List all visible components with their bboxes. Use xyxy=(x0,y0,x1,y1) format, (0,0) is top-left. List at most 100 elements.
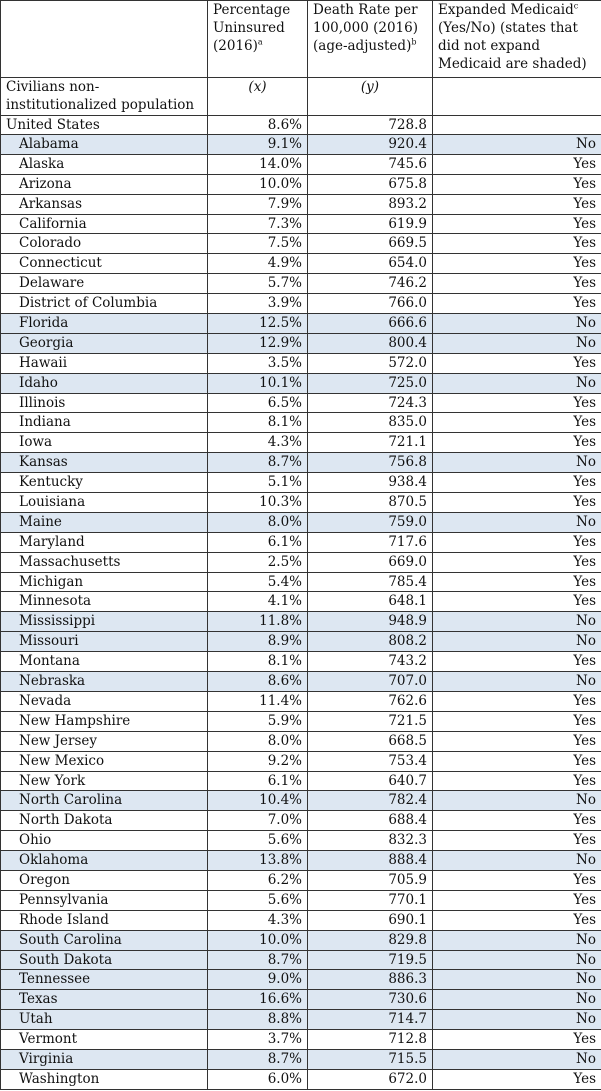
expanded-value: Yes xyxy=(432,153,601,175)
expanded-value: No xyxy=(432,969,601,991)
expanded-value: Yes xyxy=(432,233,601,255)
table-row: Texas 16.6% 730.6 No xyxy=(0,989,601,1011)
table-row: Arkansas 7.9% 893.2 Yes xyxy=(0,193,601,215)
uninsured-value: 4.1% xyxy=(207,591,308,613)
death-rate-value: 870.5 xyxy=(307,492,433,513)
uninsured-value: 4.9% xyxy=(207,253,308,275)
death-rate-value: 782.4 xyxy=(307,790,433,812)
death-rate-value: 640.7 xyxy=(307,770,433,792)
uninsured-value: 5.7% xyxy=(207,273,308,295)
expanded-value: No xyxy=(432,511,601,533)
uninsured-value: 12.5% xyxy=(207,313,308,334)
state-name: Idaho xyxy=(0,372,208,394)
table-row: Nevada 11.4% 762.6 Yes xyxy=(0,690,601,712)
state-name: Indiana xyxy=(0,412,208,434)
uninsured-value: 8.7% xyxy=(207,949,308,971)
uninsured-value: 6.1% xyxy=(207,531,308,553)
state-name: Arizona xyxy=(0,173,208,195)
table-row: Florida 12.5% 666.6 No xyxy=(0,313,601,334)
expanded-value: Yes xyxy=(432,1029,601,1050)
uninsured-value: 3.7% xyxy=(207,1029,308,1050)
expanded-value: Yes xyxy=(432,651,601,673)
uninsured-value: 11.8% xyxy=(207,611,308,633)
death-rate-value: 712.8 xyxy=(307,1029,433,1050)
state-name: Pennsylvania xyxy=(0,889,208,911)
expanded-value: Yes xyxy=(432,193,601,215)
table-row: Alabama 9.1% 920.4 No xyxy=(0,134,601,155)
table-row: Arizona 10.0% 675.8 Yes xyxy=(0,173,601,195)
table-row: Maine 8.0% 759.0 No xyxy=(0,511,601,533)
expanded-value: Yes xyxy=(432,710,601,732)
death-rate-value: 619.9 xyxy=(307,213,433,235)
expanded-value: No xyxy=(432,1009,601,1031)
us-death-rate: 728.8 xyxy=(307,115,433,135)
death-rate-value: 688.4 xyxy=(307,810,433,832)
table-row: North Dakota 7.0% 688.4 Yes xyxy=(0,810,601,832)
table-row: Michigan 5.4% 785.4 Yes xyxy=(0,571,601,593)
death-rate-value: 672.0 xyxy=(307,1068,433,1090)
table-row: New Hampshire 5.9% 721.5 Yes xyxy=(0,710,601,732)
state-name: South Dakota xyxy=(0,949,208,971)
death-rate-value: 948.9 xyxy=(307,611,433,633)
table-row: Illinois 6.5% 724.3 Yes xyxy=(0,392,601,414)
expanded-value: Yes xyxy=(432,352,601,374)
uninsured-value: 5.9% xyxy=(207,710,308,732)
header-expanded-medicaid: Expanded Medicaidc (Yes/No) (states that… xyxy=(432,0,601,78)
uninsured-value: 7.0% xyxy=(207,810,308,832)
table-row: South Dakota 8.7% 719.5 No xyxy=(0,949,601,971)
expanded-value: Yes xyxy=(432,730,601,752)
table-row: Oregon 6.2% 705.9 Yes xyxy=(0,869,601,891)
uninsured-value: 8.7% xyxy=(207,452,308,474)
variable-row: Civilians non-institutionalized populati… xyxy=(0,77,601,116)
state-name: Massachusetts xyxy=(0,551,208,573)
us-row: United States 8.6% 728.8 xyxy=(0,115,601,135)
state-name: Delaware xyxy=(0,273,208,295)
death-rate-value: 705.9 xyxy=(307,869,433,891)
death-rate-value: 654.0 xyxy=(307,253,433,275)
death-rate-value: 888.4 xyxy=(307,850,433,871)
death-rate-value: 800.4 xyxy=(307,332,433,354)
uninsured-value: 8.1% xyxy=(207,412,308,434)
death-rate-value: 770.1 xyxy=(307,889,433,911)
death-rate-value: 572.0 xyxy=(307,352,433,374)
uninsured-value: 3.9% xyxy=(207,293,308,315)
table-row: Delaware 5.7% 746.2 Yes xyxy=(0,273,601,295)
death-rate-value: 762.6 xyxy=(307,690,433,712)
variable-blank xyxy=(432,77,601,116)
state-name: Minnesota xyxy=(0,591,208,613)
table-row: Mississippi 11.8% 948.9 No xyxy=(0,611,601,633)
expanded-value: No xyxy=(432,313,601,334)
uninsured-value: 6.1% xyxy=(207,770,308,792)
state-name: Missouri xyxy=(0,631,208,653)
uninsured-value: 3.5% xyxy=(207,352,308,374)
us-expanded xyxy=(432,115,601,135)
expanded-value: No xyxy=(432,372,601,394)
death-rate-value: 724.3 xyxy=(307,392,433,414)
uninsured-value: 7.5% xyxy=(207,233,308,255)
uninsured-value: 8.6% xyxy=(207,671,308,692)
uninsured-value: 4.3% xyxy=(207,909,308,931)
table-row: District of Columbia 3.9% 766.0 Yes xyxy=(0,293,601,315)
death-rate-value: 745.6 xyxy=(307,153,433,175)
uninsured-value: 9.1% xyxy=(207,134,308,155)
state-name: Oklahoma xyxy=(0,850,208,871)
header-blank xyxy=(0,0,208,78)
death-rate-value: 648.1 xyxy=(307,591,433,613)
table-row: South Carolina 10.0% 829.8 No xyxy=(0,929,601,951)
state-name: California xyxy=(0,213,208,235)
death-rate-value: 721.1 xyxy=(307,432,433,454)
death-rate-value: 721.5 xyxy=(307,710,433,732)
expanded-value: Yes xyxy=(432,432,601,454)
state-name: Georgia xyxy=(0,332,208,354)
table-row: Kansas 8.7% 756.8 No xyxy=(0,452,601,474)
death-rate-value: 766.0 xyxy=(307,293,433,315)
expanded-value: Yes xyxy=(432,909,601,931)
uninsured-value: 8.0% xyxy=(207,730,308,752)
death-rate-value: 717.6 xyxy=(307,531,433,553)
x-symbol: (x) xyxy=(207,77,308,116)
table-row: Vermont 3.7% 712.8 Yes xyxy=(0,1029,601,1050)
state-name: New York xyxy=(0,770,208,792)
state-name: Louisiana xyxy=(0,492,208,513)
header-death-rate: Death Rate per 100,000 (2016) (age-adjus… xyxy=(307,0,433,78)
